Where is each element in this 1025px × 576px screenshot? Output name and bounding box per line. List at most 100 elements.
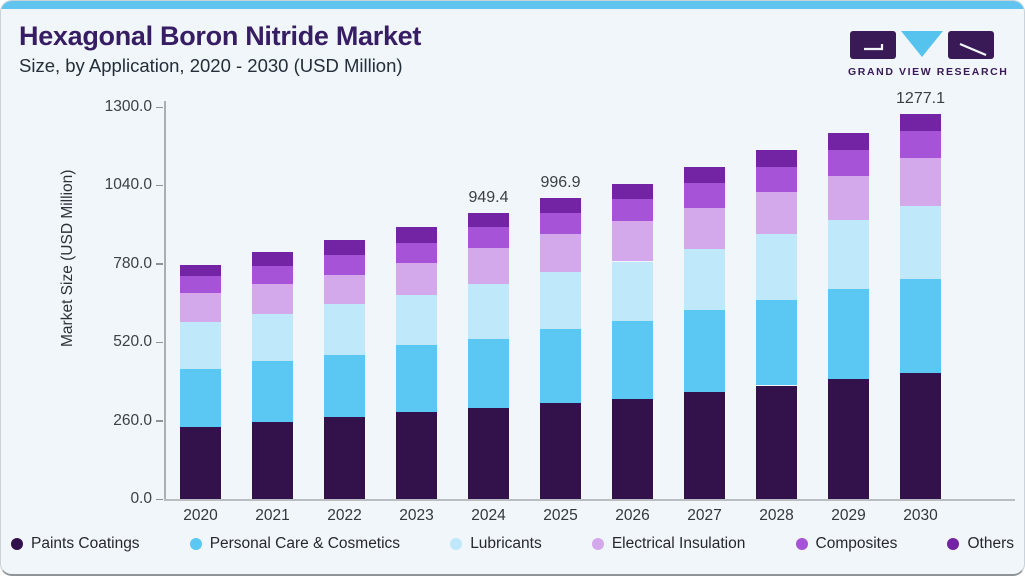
x-tick-label: 2030 bbox=[903, 507, 938, 524]
legend-item: Paints Coatings bbox=[11, 535, 140, 553]
bar-segment-2023 bbox=[396, 412, 437, 499]
bar-segment-2020 bbox=[180, 264, 221, 277]
bar-segment-2020 bbox=[180, 427, 221, 499]
bar-segment-2021 bbox=[252, 313, 293, 361]
bar-segment-2020 bbox=[180, 293, 221, 323]
x-tick-label: 2028 bbox=[759, 507, 794, 524]
legend-item: Electrical Insulation bbox=[591, 535, 746, 553]
y-tick-label: 0.0 bbox=[130, 490, 152, 507]
bar-segment-2029 bbox=[828, 379, 869, 499]
x-tick-label: 2026 bbox=[615, 507, 650, 524]
bar-total-label: 1277.1 bbox=[896, 89, 945, 107]
bar-segment-2025 bbox=[540, 403, 581, 499]
bar-segment-2026 bbox=[612, 221, 653, 262]
y-tick-mark bbox=[156, 420, 163, 422]
bar-segment-2020 bbox=[180, 276, 221, 294]
bar-segment-2023 bbox=[396, 295, 437, 346]
y-tick-mark bbox=[156, 498, 163, 500]
x-tick-label: 2029 bbox=[831, 507, 866, 524]
bar-total-label: 996.9 bbox=[540, 174, 581, 192]
bar-segment-2027 bbox=[684, 166, 725, 183]
bar-segment-2026 bbox=[612, 184, 653, 199]
y-tick-mark bbox=[156, 184, 163, 187]
bar-segment-2026 bbox=[612, 398, 653, 499]
bar-segment-2028 bbox=[756, 191, 797, 235]
gvr-logo-glyphs bbox=[850, 31, 994, 59]
bar-segment-2023 bbox=[396, 345, 437, 413]
legend-dot-icon bbox=[795, 538, 808, 550]
bar-segment-2025 bbox=[540, 272, 581, 329]
bar-segment-2025 bbox=[540, 198, 581, 213]
y-tick-mark bbox=[156, 341, 163, 344]
legend-label: Lubricants bbox=[470, 535, 542, 552]
chart-header: Hexagonal Boron Nitride Market Size, by … bbox=[19, 21, 421, 77]
bar-segment-2027 bbox=[684, 208, 725, 249]
bar-segment-2028 bbox=[756, 299, 797, 386]
x-tick-label: 2021 bbox=[255, 507, 290, 524]
bar-segment-2029 bbox=[828, 220, 869, 289]
bar-segment-2030 bbox=[900, 158, 941, 206]
bar-segment-2023 bbox=[396, 242, 437, 263]
bar-segment-2026 bbox=[612, 320, 653, 399]
bar-segment-2021 bbox=[252, 265, 293, 284]
bar-segment-2029 bbox=[828, 175, 869, 221]
x-axis-line bbox=[164, 499, 1015, 501]
x-tick-label: 2025 bbox=[543, 507, 578, 524]
y-axis-line bbox=[164, 101, 166, 499]
x-tick-label: 2022 bbox=[327, 507, 362, 524]
gvr-logo: GRAND VIEW RESEARCH bbox=[848, 29, 1007, 78]
bar-segment-2022 bbox=[324, 304, 365, 356]
bar-segment-2025 bbox=[540, 234, 581, 273]
bar-segment-2027 bbox=[684, 391, 725, 499]
bar-segment-2024 bbox=[468, 408, 509, 499]
y-axis-title: Market Size (USD Million) bbox=[59, 169, 76, 347]
x-tick-label: 2020 bbox=[183, 507, 218, 524]
bar-segment-2028 bbox=[756, 150, 797, 167]
bar-segment-2027 bbox=[684, 182, 725, 209]
legend-item: Others bbox=[947, 535, 1014, 553]
bar-segment-2030 bbox=[900, 279, 941, 374]
legend-dot-icon bbox=[189, 538, 202, 550]
bar-segment-2022 bbox=[324, 417, 365, 499]
bar-segment-2027 bbox=[684, 248, 725, 311]
bar-segment-2020 bbox=[180, 368, 221, 428]
page-title: Hexagonal Boron Nitride Market bbox=[19, 21, 422, 51]
y-tick-mark bbox=[156, 106, 163, 108]
bar-segment-2028 bbox=[756, 385, 797, 499]
legend-label: Personal Care & Cosmetics bbox=[209, 535, 401, 552]
legend-label: Electrical Insulation bbox=[611, 535, 746, 552]
gvr-logo-icon bbox=[848, 29, 996, 61]
bar-segment-2030 bbox=[900, 205, 941, 280]
bar-segment-2030 bbox=[900, 373, 941, 499]
legend-dot-icon bbox=[947, 538, 960, 550]
legend-label: Paints Coatings bbox=[31, 535, 140, 552]
bar-segment-2021 bbox=[252, 360, 293, 423]
bar-segment-2027 bbox=[684, 310, 725, 392]
y-tick-label: 520.0 bbox=[113, 333, 152, 351]
bar-segment-2028 bbox=[756, 234, 797, 300]
bar-segment-2022 bbox=[324, 355, 365, 418]
x-tick-label: 2023 bbox=[399, 507, 434, 524]
y-tick-mark bbox=[156, 263, 163, 265]
legend-label: Composites bbox=[815, 535, 898, 552]
legend-dot-icon bbox=[591, 538, 604, 550]
bar-segment-2021 bbox=[252, 283, 293, 314]
legend-dot-icon bbox=[450, 538, 463, 550]
top-accent-bar bbox=[1, 1, 1024, 9]
bar-segment-2028 bbox=[756, 166, 797, 192]
legend-dot-icon bbox=[11, 538, 23, 550]
legend-item: Lubricants bbox=[450, 535, 542, 553]
bar-segment-2025 bbox=[540, 212, 581, 235]
legend-label: Others bbox=[967, 535, 1014, 552]
bar-segment-2029 bbox=[828, 288, 869, 380]
bar-segment-2020 bbox=[180, 322, 221, 369]
bar-segment-2026 bbox=[612, 261, 653, 321]
chart-legend: Paints Coatings Personal Care & Cosmetics… bbox=[11, 535, 1014, 553]
legend-item: Composites bbox=[795, 535, 898, 553]
page-subtitle: Size, by Application, 2020 - 2030 (USD M… bbox=[19, 55, 403, 76]
bar-segment-2024 bbox=[468, 227, 509, 248]
bar-segment-2025 bbox=[540, 328, 581, 404]
bar-segment-2024 bbox=[468, 247, 509, 284]
